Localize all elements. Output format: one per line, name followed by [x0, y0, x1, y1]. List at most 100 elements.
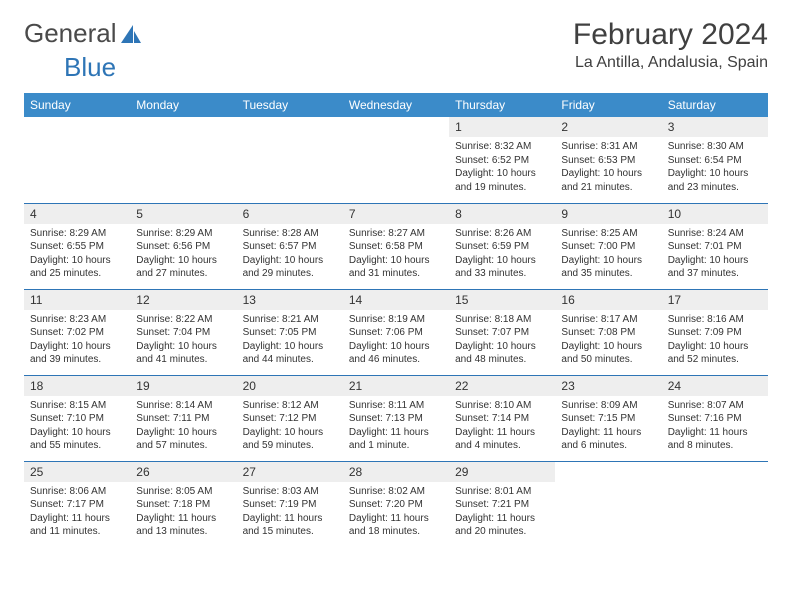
day-details: Sunrise: 8:22 AMSunset: 7:04 PMDaylight:… [130, 310, 236, 371]
day-details: Sunrise: 8:16 AMSunset: 7:09 PMDaylight:… [662, 310, 768, 371]
day-details: Sunrise: 8:02 AMSunset: 7:20 PMDaylight:… [343, 482, 449, 543]
day-number: 8 [449, 204, 555, 224]
calendar-page: General February 2024 La Antilla, Andalu… [0, 0, 792, 565]
day-cell: 6Sunrise: 8:28 AMSunset: 6:57 PMDaylight… [237, 203, 343, 289]
day-number: 21 [343, 376, 449, 396]
empty-cell [130, 117, 236, 203]
calendar-row: 4Sunrise: 8:29 AMSunset: 6:55 PMDaylight… [24, 203, 768, 289]
day-details: Sunrise: 8:05 AMSunset: 7:18 PMDaylight:… [130, 482, 236, 543]
day-details: Sunrise: 8:29 AMSunset: 6:55 PMDaylight:… [24, 224, 130, 285]
day-details: Sunrise: 8:26 AMSunset: 6:59 PMDaylight:… [449, 224, 555, 285]
day-cell: 14Sunrise: 8:19 AMSunset: 7:06 PMDayligh… [343, 289, 449, 375]
day-cell: 27Sunrise: 8:03 AMSunset: 7:19 PMDayligh… [237, 461, 343, 547]
day-cell: 12Sunrise: 8:22 AMSunset: 7:04 PMDayligh… [130, 289, 236, 375]
day-number: 7 [343, 204, 449, 224]
day-cell: 29Sunrise: 8:01 AMSunset: 7:21 PMDayligh… [449, 461, 555, 547]
title-block: February 2024 La Antilla, Andalusia, Spa… [573, 18, 768, 72]
day-cell: 2Sunrise: 8:31 AMSunset: 6:53 PMDaylight… [555, 117, 661, 203]
day-cell: 16Sunrise: 8:17 AMSunset: 7:08 PMDayligh… [555, 289, 661, 375]
calendar-row: 18Sunrise: 8:15 AMSunset: 7:10 PMDayligh… [24, 375, 768, 461]
day-number: 25 [24, 462, 130, 482]
day-details: Sunrise: 8:03 AMSunset: 7:19 PMDaylight:… [237, 482, 343, 543]
day-cell: 23Sunrise: 8:09 AMSunset: 7:15 PMDayligh… [555, 375, 661, 461]
empty-cell [24, 117, 130, 203]
day-number: 9 [555, 204, 661, 224]
weekday-header: Wednesday [343, 93, 449, 117]
day-number: 13 [237, 290, 343, 310]
day-cell: 22Sunrise: 8:10 AMSunset: 7:14 PMDayligh… [449, 375, 555, 461]
day-number: 23 [555, 376, 661, 396]
empty-cell [662, 461, 768, 547]
weekday-header: Sunday [24, 93, 130, 117]
day-number: 24 [662, 376, 768, 396]
day-details: Sunrise: 8:30 AMSunset: 6:54 PMDaylight:… [662, 137, 768, 198]
day-cell: 10Sunrise: 8:24 AMSunset: 7:01 PMDayligh… [662, 203, 768, 289]
day-cell: 17Sunrise: 8:16 AMSunset: 7:09 PMDayligh… [662, 289, 768, 375]
day-number: 18 [24, 376, 130, 396]
day-details: Sunrise: 8:17 AMSunset: 7:08 PMDaylight:… [555, 310, 661, 371]
day-cell: 21Sunrise: 8:11 AMSunset: 7:13 PMDayligh… [343, 375, 449, 461]
logo-text-general: General [24, 18, 117, 49]
logo-sail-icon [119, 23, 143, 45]
calendar-table: SundayMondayTuesdayWednesdayThursdayFrid… [24, 93, 768, 547]
day-details: Sunrise: 8:07 AMSunset: 7:16 PMDaylight:… [662, 396, 768, 457]
day-details: Sunrise: 8:12 AMSunset: 7:12 PMDaylight:… [237, 396, 343, 457]
logo-text-blue: Blue [64, 52, 116, 82]
calendar-row: 1Sunrise: 8:32 AMSunset: 6:52 PMDaylight… [24, 117, 768, 203]
day-cell: 18Sunrise: 8:15 AMSunset: 7:10 PMDayligh… [24, 375, 130, 461]
empty-cell [343, 117, 449, 203]
day-number: 2 [555, 117, 661, 137]
day-details: Sunrise: 8:11 AMSunset: 7:13 PMDaylight:… [343, 396, 449, 457]
day-cell: 1Sunrise: 8:32 AMSunset: 6:52 PMDaylight… [449, 117, 555, 203]
day-number: 28 [343, 462, 449, 482]
weekday-header: Thursday [449, 93, 555, 117]
calendar-row: 25Sunrise: 8:06 AMSunset: 7:17 PMDayligh… [24, 461, 768, 547]
day-details: Sunrise: 8:32 AMSunset: 6:52 PMDaylight:… [449, 137, 555, 198]
day-cell: 11Sunrise: 8:23 AMSunset: 7:02 PMDayligh… [24, 289, 130, 375]
day-cell: 24Sunrise: 8:07 AMSunset: 7:16 PMDayligh… [662, 375, 768, 461]
day-details: Sunrise: 8:19 AMSunset: 7:06 PMDaylight:… [343, 310, 449, 371]
day-number: 4 [24, 204, 130, 224]
day-details: Sunrise: 8:06 AMSunset: 7:17 PMDaylight:… [24, 482, 130, 543]
day-cell: 15Sunrise: 8:18 AMSunset: 7:07 PMDayligh… [449, 289, 555, 375]
day-cell: 20Sunrise: 8:12 AMSunset: 7:12 PMDayligh… [237, 375, 343, 461]
day-number: 29 [449, 462, 555, 482]
day-cell: 25Sunrise: 8:06 AMSunset: 7:17 PMDayligh… [24, 461, 130, 547]
day-details: Sunrise: 8:15 AMSunset: 7:10 PMDaylight:… [24, 396, 130, 457]
day-number: 19 [130, 376, 236, 396]
day-details: Sunrise: 8:09 AMSunset: 7:15 PMDaylight:… [555, 396, 661, 457]
day-cell: 7Sunrise: 8:27 AMSunset: 6:58 PMDaylight… [343, 203, 449, 289]
day-cell: 9Sunrise: 8:25 AMSunset: 7:00 PMDaylight… [555, 203, 661, 289]
day-details: Sunrise: 8:21 AMSunset: 7:05 PMDaylight:… [237, 310, 343, 371]
day-number: 1 [449, 117, 555, 137]
day-cell: 3Sunrise: 8:30 AMSunset: 6:54 PMDaylight… [662, 117, 768, 203]
day-number: 11 [24, 290, 130, 310]
day-number: 5 [130, 204, 236, 224]
day-cell: 8Sunrise: 8:26 AMSunset: 6:59 PMDaylight… [449, 203, 555, 289]
empty-cell [555, 461, 661, 547]
day-number: 26 [130, 462, 236, 482]
day-number: 3 [662, 117, 768, 137]
weekday-header: Tuesday [237, 93, 343, 117]
day-details: Sunrise: 8:23 AMSunset: 7:02 PMDaylight:… [24, 310, 130, 371]
day-details: Sunrise: 8:24 AMSunset: 7:01 PMDaylight:… [662, 224, 768, 285]
month-title: February 2024 [573, 18, 768, 52]
day-details: Sunrise: 8:31 AMSunset: 6:53 PMDaylight:… [555, 137, 661, 198]
day-details: Sunrise: 8:18 AMSunset: 7:07 PMDaylight:… [449, 310, 555, 371]
day-number: 17 [662, 290, 768, 310]
day-details: Sunrise: 8:25 AMSunset: 7:00 PMDaylight:… [555, 224, 661, 285]
day-details: Sunrise: 8:29 AMSunset: 6:56 PMDaylight:… [130, 224, 236, 285]
day-number: 22 [449, 376, 555, 396]
day-details: Sunrise: 8:01 AMSunset: 7:21 PMDaylight:… [449, 482, 555, 543]
day-details: Sunrise: 8:28 AMSunset: 6:57 PMDaylight:… [237, 224, 343, 285]
weekday-header: Friday [555, 93, 661, 117]
weekday-header: Saturday [662, 93, 768, 117]
day-details: Sunrise: 8:27 AMSunset: 6:58 PMDaylight:… [343, 224, 449, 285]
day-cell: 13Sunrise: 8:21 AMSunset: 7:05 PMDayligh… [237, 289, 343, 375]
day-number: 20 [237, 376, 343, 396]
day-number: 16 [555, 290, 661, 310]
day-number: 14 [343, 290, 449, 310]
location: La Antilla, Andalusia, Spain [573, 54, 768, 72]
calendar-head: SundayMondayTuesdayWednesdayThursdayFrid… [24, 93, 768, 117]
day-number: 6 [237, 204, 343, 224]
